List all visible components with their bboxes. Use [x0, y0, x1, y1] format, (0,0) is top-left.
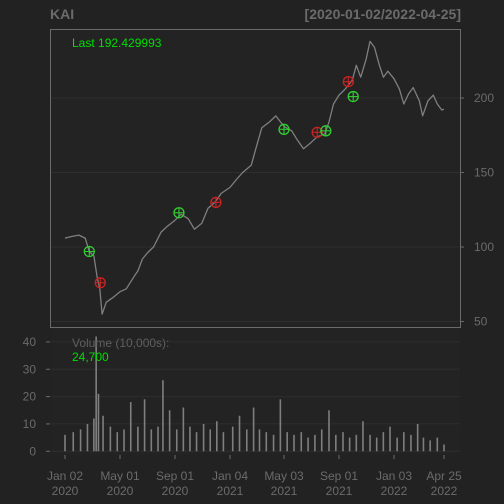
volume-tick-label: 0 [29, 444, 36, 458]
x-tick-year-label: 2021 [271, 484, 298, 498]
grid-layer [51, 97, 460, 452]
chart-title: KAI [50, 6, 74, 22]
x-tick-label: May 01 [100, 469, 140, 483]
trade-markers [83, 76, 359, 289]
x-tick-label: May 03 [264, 469, 304, 483]
volume-tick-label: 30 [23, 362, 37, 376]
last-price-label: Last 192.429993 [72, 36, 162, 50]
x-tick-year-label: 2020 [107, 484, 134, 498]
volume-last-value: 24,700 [72, 350, 109, 364]
x-tick-year-label: 2021 [326, 484, 353, 498]
volume-tick-label: 20 [23, 390, 37, 404]
x-tick-label: Jan 02 [47, 469, 83, 483]
x-tick-label: Jan 04 [212, 469, 248, 483]
x-tick-year-label: 2021 [217, 484, 244, 498]
volume-tick-label: 10 [23, 417, 37, 431]
x-tick-label: Sep 01 [156, 469, 194, 483]
volume-panel [50, 327, 461, 456]
price-tick-label: 50 [474, 315, 488, 329]
price-series [64, 40, 445, 315]
x-tick-year-label: 2020 [52, 484, 79, 498]
x-tick-label: Jan 03 [376, 469, 412, 483]
volume-label: Volume (10,000s): [72, 336, 169, 350]
x-tick-label: Apr 25 [426, 469, 462, 483]
x-tick-label: Sep 01 [320, 469, 358, 483]
x-tick-year-label: 2022 [431, 484, 458, 498]
x-tick-year-label: 2022 [381, 484, 408, 498]
price-tick-label: 200 [474, 91, 494, 105]
x-tick-year-label: 2020 [162, 484, 189, 498]
volume-bars [64, 336, 445, 452]
price-line [64, 40, 445, 315]
price-panel [50, 29, 461, 328]
date-range-title: [2020-01-02/2022-04-25] [305, 6, 461, 22]
volume-tick-label: 40 [23, 335, 37, 349]
price-tick-label: 150 [474, 166, 494, 180]
price-tick-label: 100 [474, 240, 494, 254]
